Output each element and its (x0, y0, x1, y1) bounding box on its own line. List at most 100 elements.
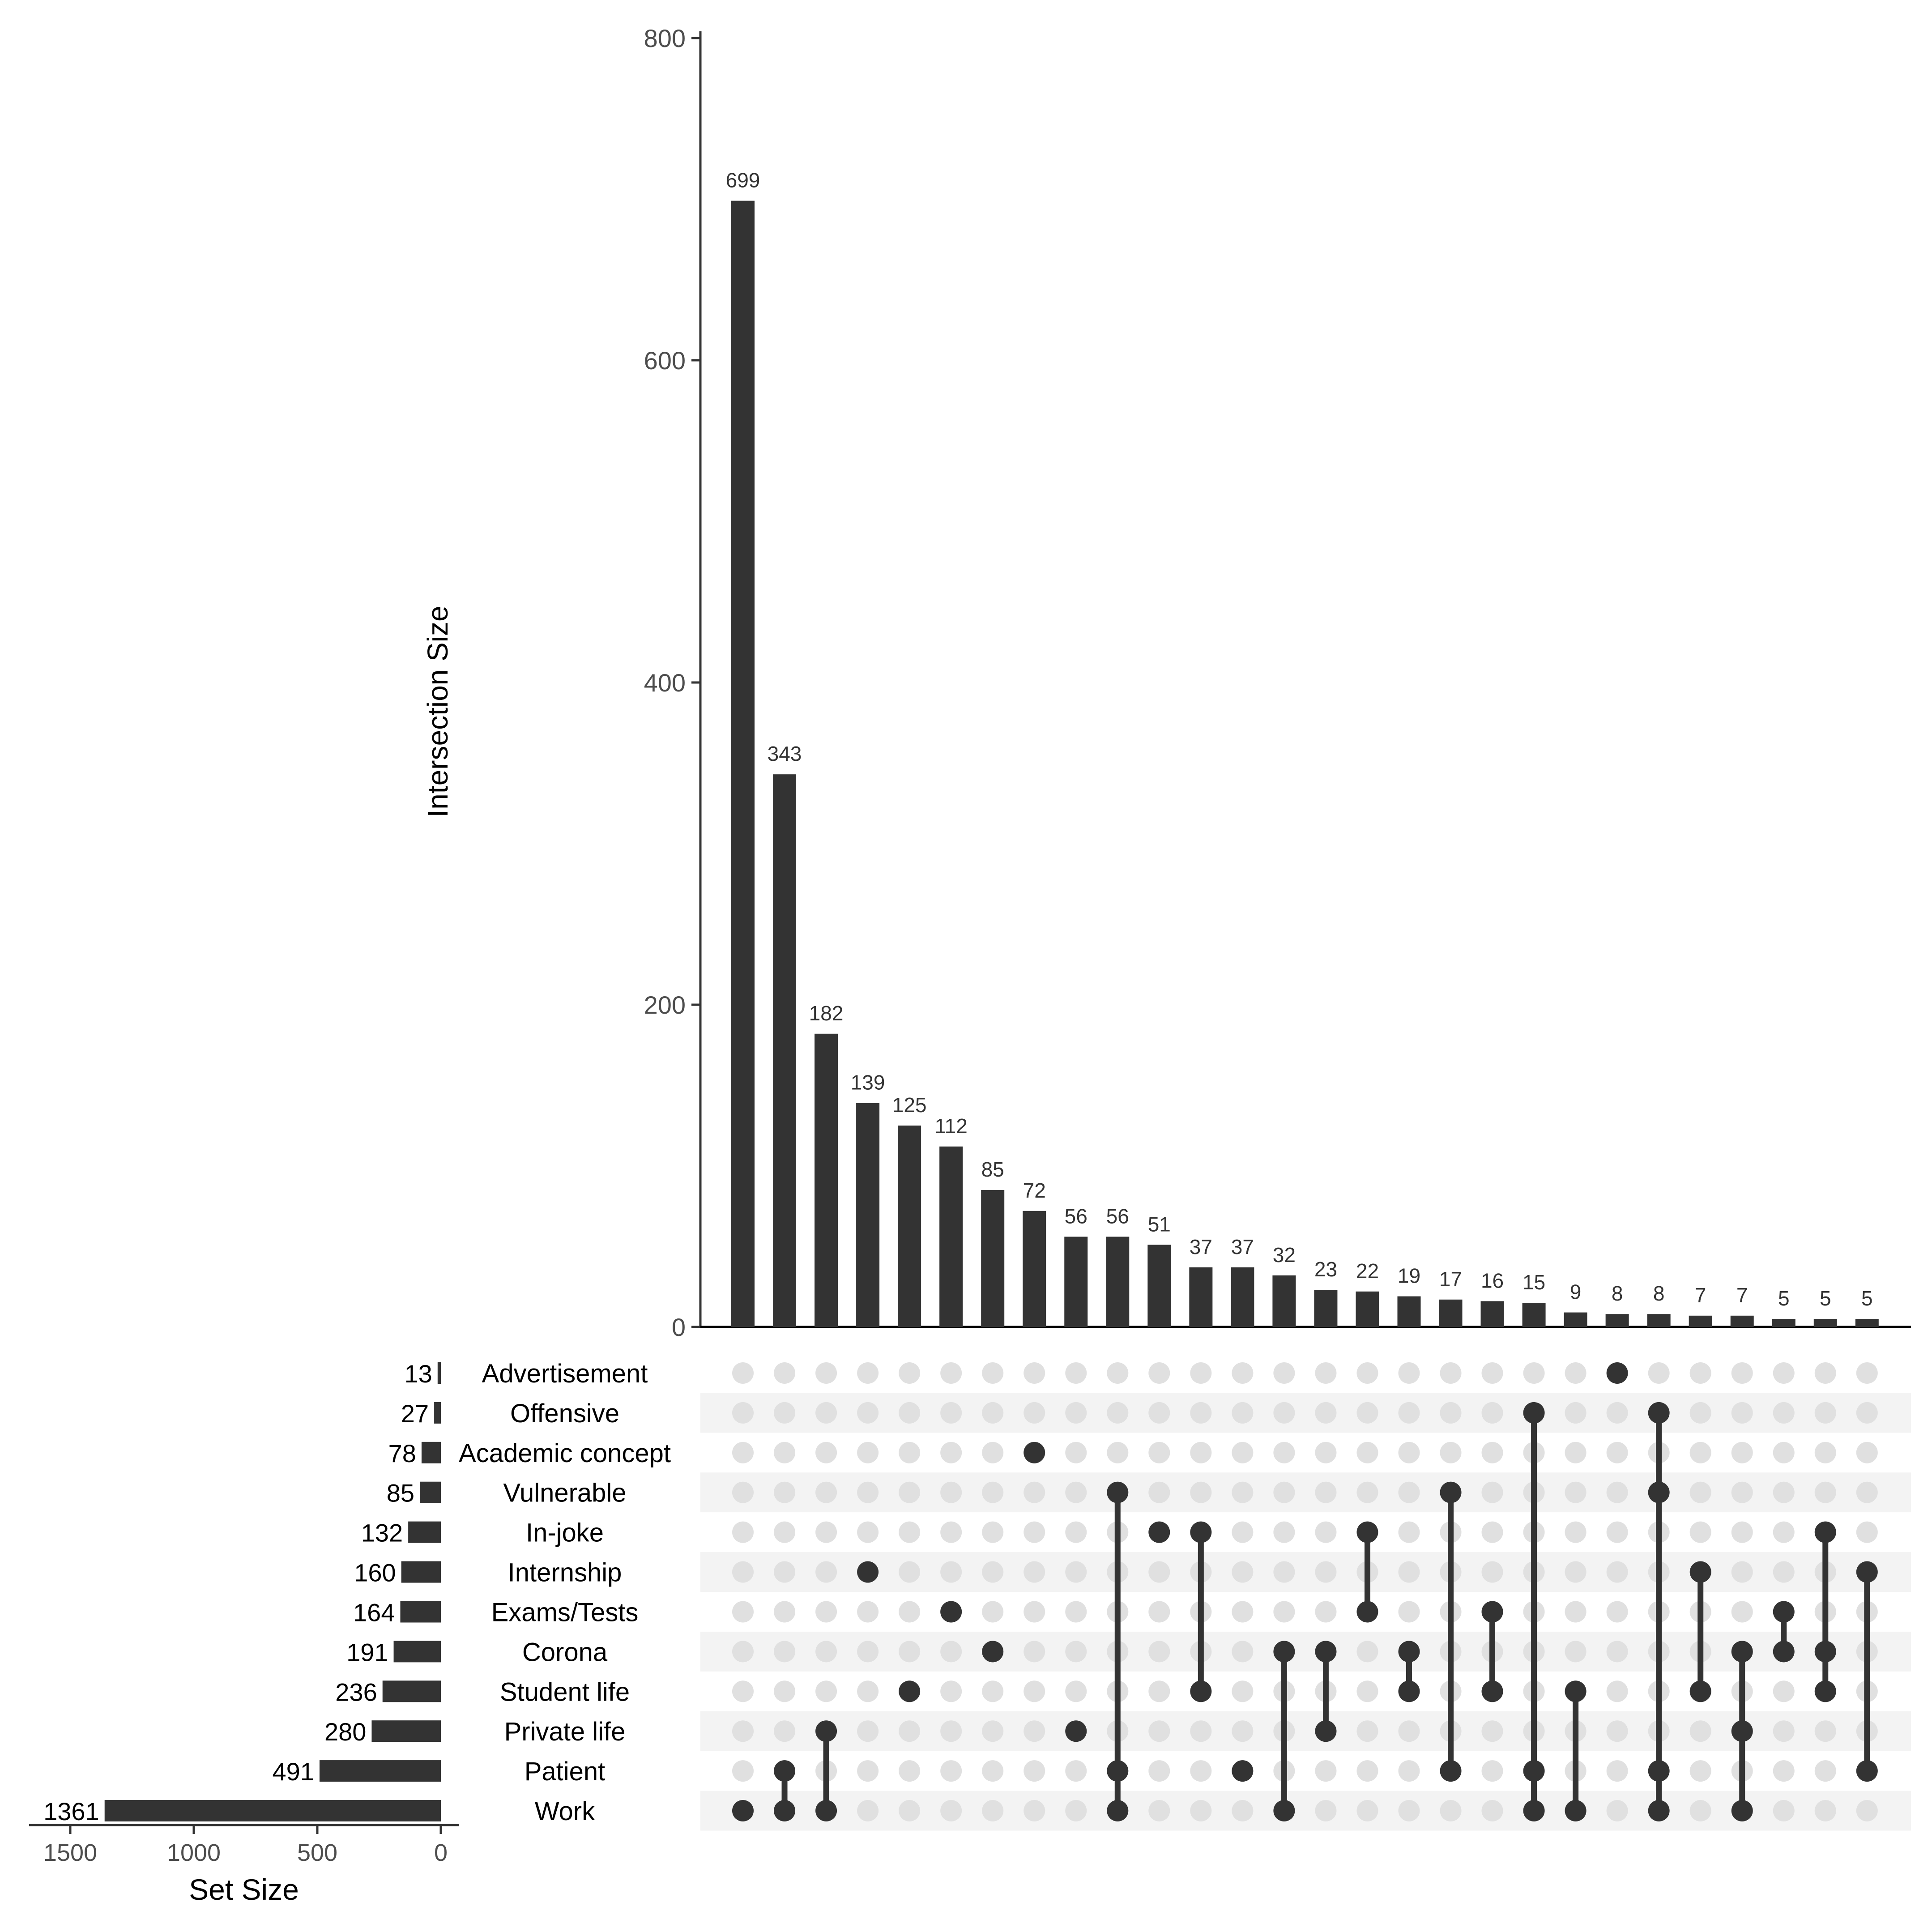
matrix-dot-inactive (1356, 1402, 1378, 1424)
matrix-dot-inactive (857, 1641, 879, 1663)
matrix-dot-active (1773, 1641, 1795, 1663)
matrix-dot-inactive (1148, 1720, 1170, 1742)
matrix-dot-inactive (1024, 1521, 1045, 1543)
matrix-dot-active (774, 1760, 796, 1782)
matrix-dot-inactive (1814, 1760, 1836, 1782)
matrix-dot-inactive (815, 1521, 837, 1543)
matrix-dot-active (1648, 1800, 1670, 1822)
matrix-dot-inactive (1024, 1362, 1045, 1384)
matrix-dot-inactive (774, 1680, 796, 1702)
matrix-dot-inactive (1773, 1720, 1795, 1742)
matrix-dot-inactive (1440, 1442, 1462, 1463)
matrix-dot-inactive (1606, 1641, 1628, 1663)
matrix-dot-inactive (732, 1760, 754, 1782)
matrix-dot-active (732, 1800, 754, 1822)
matrix-dot-inactive (1856, 1442, 1878, 1463)
matrix-dot-active (1107, 1760, 1129, 1782)
matrix-dot-inactive (1065, 1800, 1087, 1822)
matrix-dot-inactive (1731, 1362, 1753, 1384)
matrix-dot-inactive (1315, 1442, 1337, 1463)
intersection-size-axis-title: Intersection Size (422, 606, 454, 817)
matrix-dot-inactive (1148, 1641, 1170, 1663)
matrix-dot-inactive (774, 1561, 796, 1583)
matrix-dot-inactive (1148, 1481, 1170, 1503)
matrix-dot-inactive (899, 1521, 921, 1543)
matrix-dot-inactive (1398, 1481, 1420, 1503)
matrix-dot-inactive (732, 1442, 754, 1463)
matrix-dot-inactive (982, 1800, 1004, 1822)
matrix-dot-inactive (899, 1362, 921, 1384)
matrix-dot-active (899, 1680, 921, 1702)
intersection-bar (1522, 1303, 1546, 1327)
matrix-dot-inactive (982, 1561, 1004, 1583)
matrix-dot-inactive (1273, 1402, 1295, 1424)
intersection-axis-tick-label: 0 (672, 1313, 686, 1341)
matrix-dot-inactive (1856, 1521, 1878, 1543)
matrix-stripes (700, 1393, 1911, 1831)
matrix-dot-active (1356, 1601, 1378, 1623)
matrix-dot-inactive (982, 1442, 1004, 1463)
set-size-label: 491 (273, 1757, 314, 1786)
intersection-bar (1397, 1296, 1421, 1327)
set-size-axis: 1500 1000 500 0 (29, 1824, 459, 1866)
matrix-dot-inactive (1190, 1760, 1212, 1782)
set-size-label: 164 (353, 1598, 395, 1626)
intersection-bar-label: 72 (1023, 1179, 1046, 1202)
matrix-dot-inactive (774, 1641, 796, 1663)
matrix-dot-inactive (1398, 1402, 1420, 1424)
matrix-dot-inactive (1565, 1362, 1587, 1384)
matrix-dot-inactive (774, 1720, 796, 1742)
set-name-label: Work (535, 1797, 595, 1826)
set-size-label: 1361 (43, 1797, 99, 1825)
matrix-row-stripe (700, 1631, 1911, 1672)
matrix-dot-active (1523, 1800, 1545, 1822)
intersection-bar-label: 17 (1439, 1267, 1462, 1291)
matrix-dot-inactive (1689, 1800, 1711, 1822)
matrix-dot-inactive (982, 1760, 1004, 1782)
matrix-dot-inactive (857, 1481, 879, 1503)
matrix-dot-inactive (1689, 1402, 1711, 1424)
matrix-dot-inactive (1606, 1402, 1628, 1424)
set-size-bar (319, 1760, 441, 1782)
intersection-bar (1772, 1319, 1796, 1327)
intersection-bar (898, 1126, 921, 1327)
matrix-dot-inactive (1232, 1641, 1254, 1663)
matrix-dot-inactive (1481, 1760, 1503, 1782)
matrix-dot-inactive (1773, 1680, 1795, 1702)
set-size-bar (400, 1601, 441, 1623)
matrix-dot-inactive (1814, 1800, 1836, 1822)
matrix-dot-inactive (982, 1680, 1004, 1702)
matrix-dot-inactive (1606, 1680, 1628, 1702)
intersection-bar-label: 699 (726, 169, 760, 192)
matrix-dot-inactive (899, 1800, 921, 1822)
matrix-dot-active (1024, 1442, 1045, 1463)
matrix-dot-inactive (1315, 1760, 1337, 1782)
matrix-dot-inactive (1731, 1561, 1753, 1583)
matrix-dot-inactive (1773, 1402, 1795, 1424)
matrix-dot-inactive (1148, 1800, 1170, 1822)
matrix-dot-inactive (1606, 1601, 1628, 1623)
matrix-dot-active (1856, 1760, 1878, 1782)
matrix-dot-active (857, 1561, 879, 1583)
matrix-row-stripe (700, 1552, 1911, 1592)
matrix-dot-inactive (1107, 1442, 1129, 1463)
matrix-dot-inactive (732, 1641, 754, 1663)
matrix-dot-inactive (1440, 1800, 1462, 1822)
matrix-dot-inactive (1232, 1481, 1254, 1503)
intersection-bar-label: 7 (1695, 1284, 1706, 1307)
intersection-bar (731, 200, 755, 1327)
set-size-label: 13 (405, 1360, 432, 1388)
matrix-dot-inactive (1773, 1362, 1795, 1384)
matrix-dot-inactive (1481, 1362, 1503, 1384)
matrix-dot-inactive (1565, 1481, 1587, 1503)
matrix-dot-inactive (732, 1481, 754, 1503)
intersection-bar (856, 1103, 880, 1327)
matrix-dot-inactive (899, 1720, 921, 1742)
matrix-dot-inactive (1398, 1442, 1420, 1463)
intersection-bar-label: 125 (892, 1093, 927, 1117)
matrix-dot-active (1814, 1521, 1836, 1543)
matrix-dot-inactive (732, 1720, 754, 1742)
matrix-dot-active (1689, 1680, 1711, 1702)
intersection-bar-label: 343 (768, 742, 802, 765)
matrix-dot-inactive (1689, 1362, 1711, 1384)
